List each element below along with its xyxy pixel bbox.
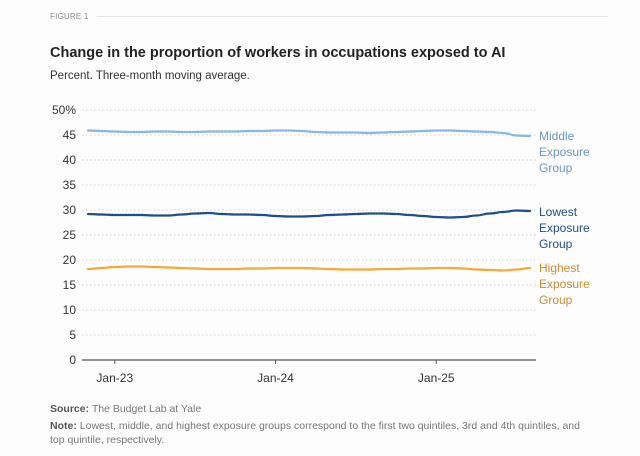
note-label: Note: — [50, 420, 77, 432]
series-label-line: Group — [539, 293, 573, 307]
series-label-line: Exposure — [539, 145, 590, 159]
note-line: Note: Lowest, middle, and highest exposu… — [50, 419, 590, 447]
y-tick-label: 0 — [69, 353, 76, 367]
figure-divider — [96, 15, 608, 17]
series-line-highest-exposure-group — [86, 265, 532, 272]
y-tick-label: 20 — [63, 253, 77, 267]
gridlines — [82, 109, 536, 336]
chart-footer: Source: The Budget Lab at Yale Note: Low… — [50, 402, 590, 450]
x-tick-label: Jan-23 — [96, 371, 133, 385]
series-lines — [86, 129, 532, 272]
series-label: Highest Exposure Group — [539, 261, 590, 307]
series-line-lowest-exposure-group — [86, 209, 532, 219]
source-text: The Budget Lab at Yale — [91, 403, 202, 415]
y-tick-label: 30 — [63, 203, 77, 217]
series-label: Middle Exposure Group — [539, 129, 590, 175]
y-tick-label: 50% — [52, 103, 76, 117]
source-line: Source: The Budget Lab at Yale — [50, 402, 590, 416]
y-axis-ticks: 0 5 10 15 20 25 30 35 40 45 50% — [52, 103, 76, 367]
figure-label: FIGURE 1 — [50, 11, 89, 21]
y-tick-label: 15 — [63, 278, 77, 292]
series-line-middle-exposure-group — [86, 129, 532, 138]
chart-subtitle: Percent. Three-month moving average. — [50, 70, 250, 82]
series-label-line: Group — [539, 161, 573, 175]
series-label-line: Group — [539, 237, 573, 251]
y-tick-label: 35 — [63, 178, 77, 192]
x-tick-label: Jan-24 — [257, 371, 294, 385]
y-tick-label: 5 — [69, 328, 76, 342]
chart-title: Change in the proportion of workers in o… — [50, 45, 506, 61]
series-label-line: Exposure — [539, 277, 590, 291]
series-label-line: Middle — [539, 129, 575, 143]
x-tick-label: Jan-25 — [418, 371, 455, 385]
series-label-line: Highest — [539, 261, 580, 275]
source-label: Source: — [50, 403, 90, 415]
y-tick-label: 25 — [63, 228, 77, 242]
series-label-line: Lowest — [539, 205, 578, 219]
y-tick-label: 40 — [63, 153, 77, 167]
line-chart: 0 5 10 15 20 25 30 35 40 45 50% Jan-23 Jan-24 Jan-25… — [52, 103, 590, 385]
y-tick-label: 10 — [63, 303, 77, 317]
x-axis: Jan-23 Jan-24 Jan-25 — [82, 359, 536, 385]
series-label: Lowest Exposure Group — [539, 205, 590, 251]
figure-label-row: FIGURE 1 — [50, 9, 608, 23]
series-label-line: Exposure — [539, 221, 590, 235]
note-text: Lowest, middle, and highest exposure gro… — [50, 420, 580, 446]
y-tick-label: 45 — [63, 128, 77, 142]
